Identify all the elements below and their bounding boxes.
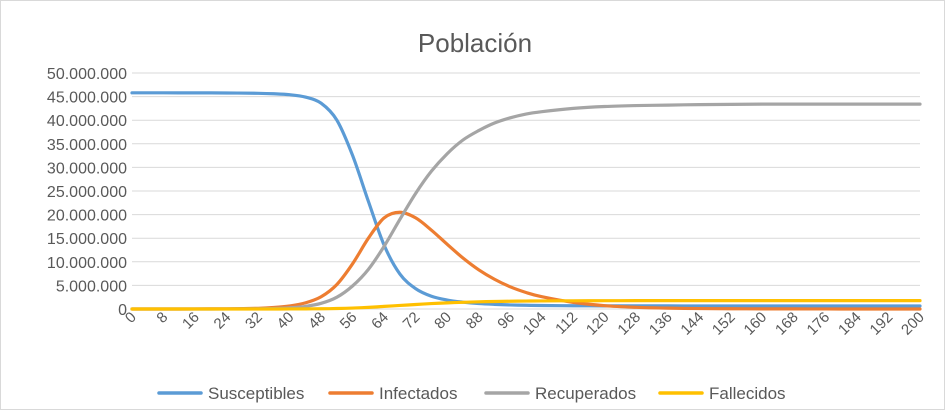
series-line-susceptibles: [130, 91, 922, 308]
x-tick-label: 56: [337, 309, 361, 333]
x-tick-label: 184: [835, 309, 865, 339]
y-tick-label: 40.000.000: [47, 113, 127, 130]
y-tick-label: 45.000.000: [47, 90, 127, 107]
y-tick-label: 10.000.000: [47, 255, 127, 272]
legend: Susceptibles Infectados Recuperados Falleci…: [157, 384, 786, 403]
y-axis-ticks: 0 5.000.000 10.000.000 15.000.000 20.000.000…: [47, 66, 127, 319]
x-tick-label: 120: [583, 309, 613, 339]
x-tick-label: 32: [242, 309, 266, 333]
x-tick-label: 24: [211, 309, 235, 333]
y-tick-label: 30.000.000: [47, 160, 127, 177]
chart-title: Población: [418, 28, 532, 58]
gridlines: [132, 72, 920, 286]
x-tick-label: 16: [179, 309, 203, 333]
x-tick-label: 88: [463, 309, 487, 333]
legend-label-susceptibles: Susceptibles: [208, 384, 304, 403]
x-tick-label: 64: [368, 309, 392, 333]
y-tick-label: 5.000.000: [56, 278, 127, 295]
x-tick-label: 112: [552, 309, 581, 338]
legend-label-recuperados: Recuperados: [535, 384, 636, 403]
x-tick-label: 0: [122, 309, 140, 327]
x-tick-label: 168: [772, 309, 802, 339]
x-tick-label: 160: [741, 309, 771, 339]
x-tick-label: 40: [274, 309, 298, 333]
y-tick-label: 15.000.000: [47, 231, 127, 248]
x-tick-label: 176: [804, 309, 834, 339]
x-tick-label: 136: [646, 309, 676, 339]
x-tick-label: 72: [400, 309, 424, 333]
series-line-fallecidos: [130, 298, 922, 311]
legend-label-infectados: Infectados: [379, 384, 457, 403]
x-tick-label: 192: [867, 309, 897, 339]
x-tick-label: 8: [153, 309, 171, 327]
y-tick-label: 50.000.000: [47, 66, 127, 83]
series-lines: [130, 91, 922, 311]
y-tick-label: 35.000.000: [47, 137, 127, 154]
series-line-infectados: [130, 210, 922, 311]
x-tick-label: 80: [431, 309, 455, 333]
x-tick-label: 152: [709, 309, 739, 339]
series-line-recuperados: [130, 102, 922, 311]
x-tick-label: 96: [494, 309, 518, 333]
x-tick-label: 48: [305, 309, 329, 333]
x-tick-label: 200: [898, 309, 928, 339]
x-tick-label: 128: [614, 309, 644, 339]
legend-label-fallecidos: Fallecidos: [709, 384, 786, 403]
y-tick-label: 0: [118, 302, 127, 319]
x-tick-label: 144: [677, 309, 707, 339]
x-axis-ticks: 0 8 16 24 32 40 48 56 64 72 80 88 96 104 112 120 128 136 1…: [122, 309, 928, 339]
y-tick-label: 20.000.000: [47, 208, 127, 225]
x-tick-label: 104: [520, 309, 550, 339]
y-tick-label: 25.000.000: [47, 184, 127, 201]
